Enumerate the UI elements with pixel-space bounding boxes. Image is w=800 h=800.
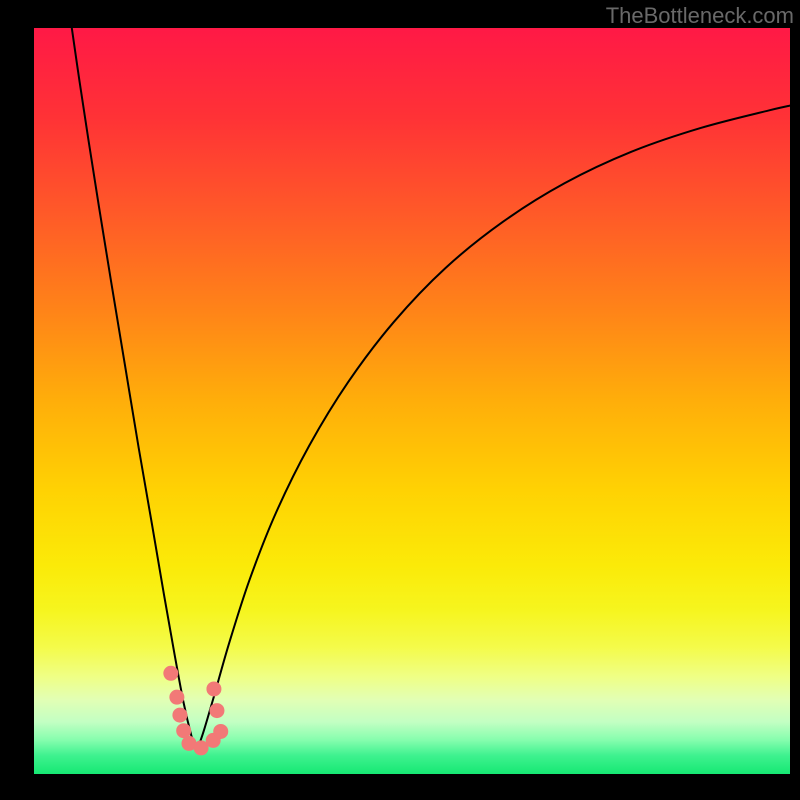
plot-area [34, 28, 790, 774]
data-marker [163, 666, 178, 681]
data-marker [209, 703, 224, 718]
data-marker [172, 708, 187, 723]
gradient-background [34, 28, 790, 774]
data-marker [169, 690, 184, 705]
plot-svg [34, 28, 790, 774]
data-marker [213, 724, 228, 739]
watermark-text: TheBottleneck.com [606, 3, 794, 29]
data-marker [206, 681, 221, 696]
